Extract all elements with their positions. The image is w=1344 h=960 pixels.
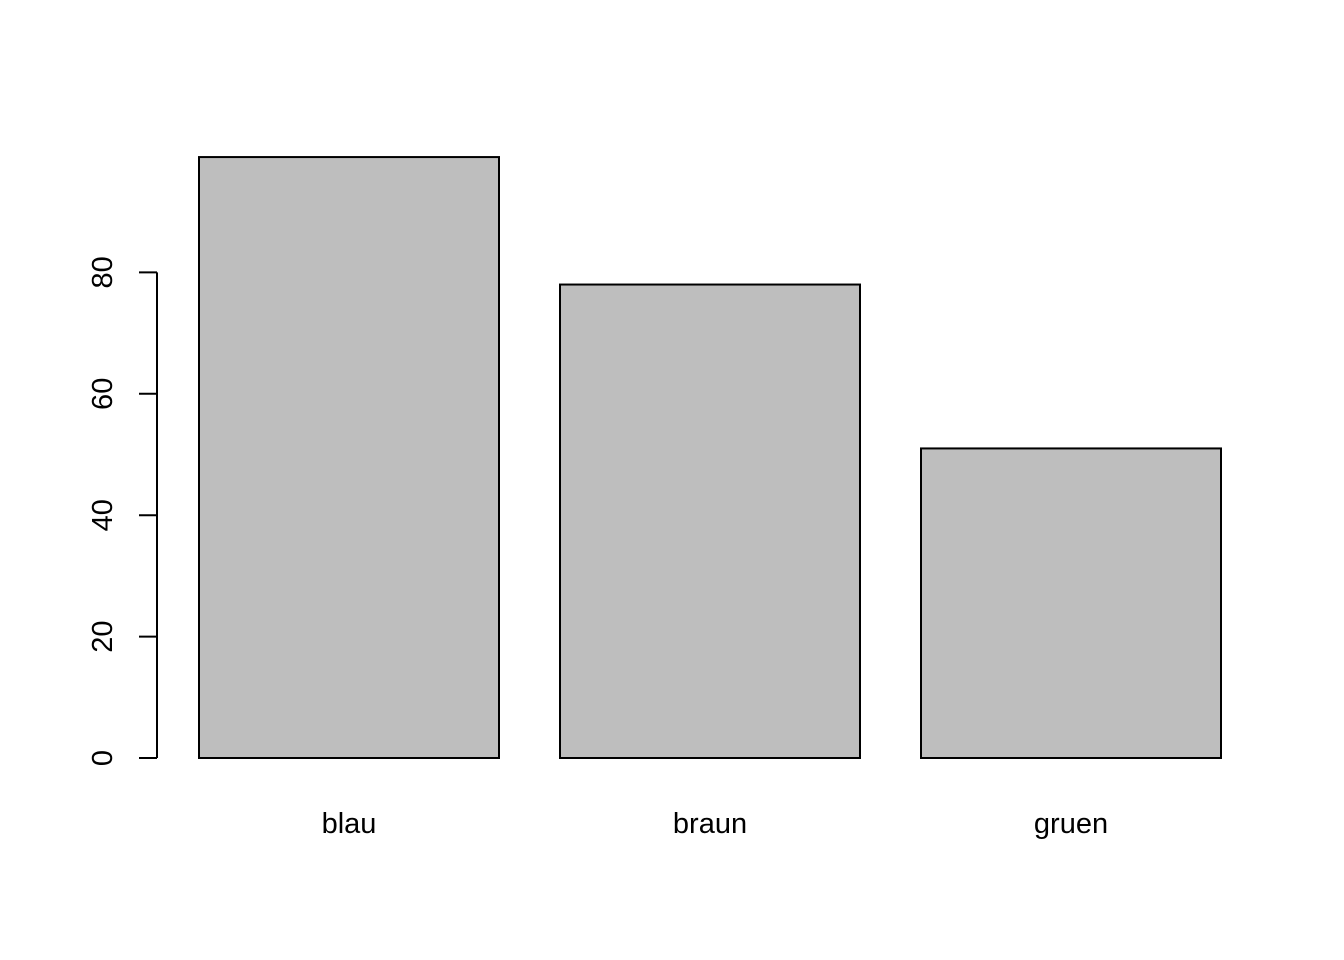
- x-tick-label: gruen: [1034, 808, 1108, 840]
- bars-layer: [198, 156, 1222, 759]
- y-tick-label: 40: [87, 499, 119, 531]
- bar-blau: [198, 156, 500, 759]
- y-axis: 0 20 40 60 80: [87, 256, 158, 766]
- x-category-labels: blau braun gruen: [322, 808, 1109, 840]
- bar-gruen: [920, 447, 1222, 759]
- y-tick-label: 0: [87, 750, 119, 766]
- x-tick-label: blau: [322, 808, 377, 840]
- y-tick-label: 60: [87, 378, 119, 410]
- bar-braun: [559, 283, 861, 759]
- y-tick-label: 20: [87, 620, 119, 652]
- x-tick-label: braun: [673, 808, 747, 840]
- y-ticks: 0 20 40 60 80: [87, 256, 157, 766]
- y-tick-label: 80: [87, 256, 119, 288]
